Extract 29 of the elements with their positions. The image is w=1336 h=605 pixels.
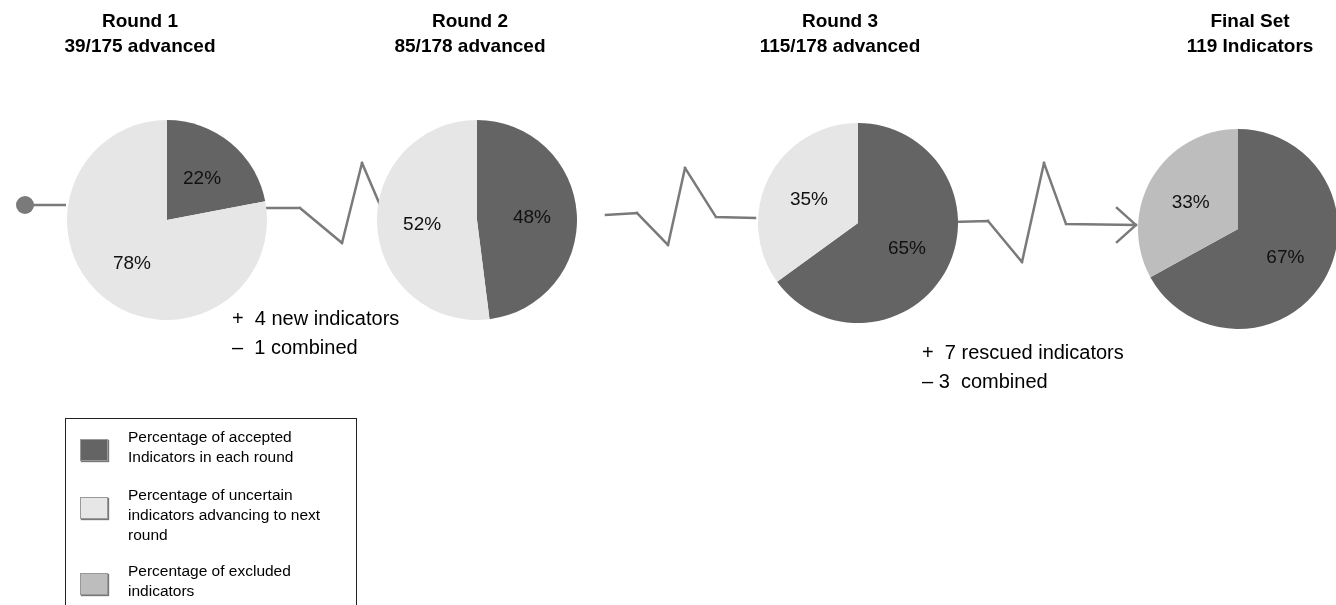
pie-slice: [477, 120, 577, 320]
text: Percentage of accepted Indicators in each round: [128, 427, 295, 467]
chart-title: Final Set: [1209, 9, 1291, 33]
pie-slice: [1138, 129, 1238, 278]
chart-subtitle: 119 Indicators: [1185, 34, 1315, 58]
data-label: 22%: [183, 167, 222, 189]
data-label: 35%: [789, 187, 829, 209]
data-label: 48%: [512, 206, 552, 228]
chart-title: Round 1: [101, 9, 179, 33]
text: + 4 new indicators: [232, 306, 400, 331]
data-label: 67%: [1266, 246, 1305, 268]
text: – 1 combined: [232, 335, 359, 360]
data-label: 52%: [403, 212, 442, 234]
text: Percentage of uncertain indicators advancing to next round: [128, 485, 322, 545]
data-label: 65%: [887, 237, 927, 259]
chart-subtitle: 115/178 advanced: [758, 34, 922, 58]
pie-slice: [777, 123, 958, 323]
text: – 3 combined: [922, 369, 1049, 394]
text: Percentage of excluded indicators: [128, 561, 292, 601]
data-label: 33%: [1171, 190, 1210, 212]
pie-slice: [758, 123, 858, 282]
text: + 7 rescued indicators: [922, 340, 1124, 365]
chart-subtitle: 39/175 advanced: [63, 34, 217, 58]
pie-slice: [167, 120, 266, 220]
chart-title: Round 2: [431, 9, 509, 33]
pie-slice: [1150, 129, 1336, 329]
chart-title: Round 3: [801, 9, 879, 33]
data-label: 78%: [112, 251, 152, 273]
chart-subtitle: 85/178 advanced: [393, 34, 547, 58]
